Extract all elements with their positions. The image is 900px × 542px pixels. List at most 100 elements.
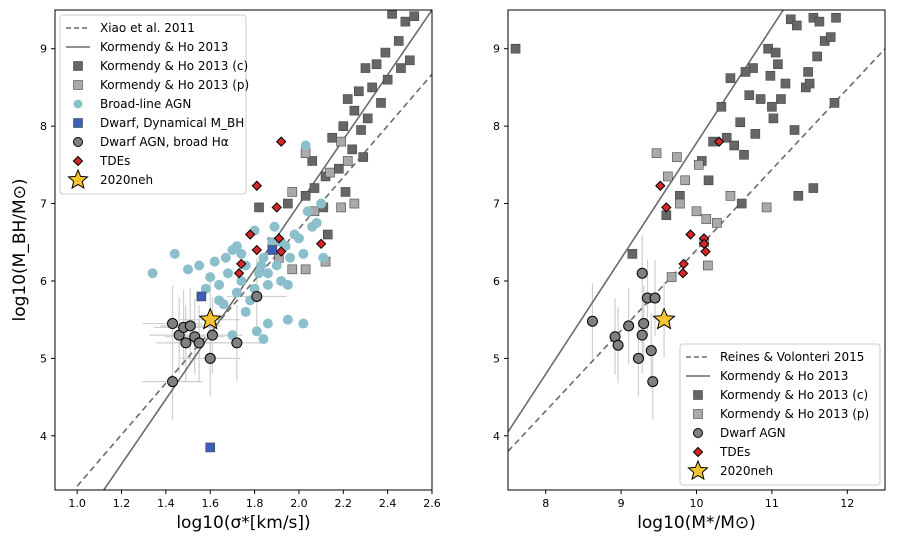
legend-label: Reines & Volonteri 2015	[720, 350, 864, 364]
point-kormendy-ho-2013-c	[342, 94, 353, 104]
point-broad-line-agn	[302, 206, 313, 217]
point-kormendy-ho-2013-c	[510, 43, 521, 54]
point-broad-line-agn	[267, 237, 278, 248]
legend-label: Kormendy & Ho 2013	[100, 40, 228, 54]
x-tick-label: 8	[542, 497, 549, 510]
legend-label: TDEs	[99, 154, 130, 168]
point-kormendy-ho-2013-c	[721, 132, 732, 143]
legend: Xiao et al. 2011 Kormendy & Ho 2013 Kormen…	[59, 14, 249, 195]
point-broad-line-agn	[256, 260, 267, 271]
legend-marker-dwarf-agn	[693, 428, 703, 438]
point-broad-line-agn	[293, 233, 304, 244]
point-broad-line-agn	[258, 334, 269, 345]
y-tick-label: 5	[40, 352, 47, 365]
point-dwarf-agn-broad-h	[204, 352, 216, 364]
x-tick-label: 9	[618, 497, 625, 510]
point-tdes	[251, 180, 263, 191]
point-kormendy-ho-2013-c	[776, 94, 786, 104]
point-broad-line-agn	[269, 221, 280, 232]
x-tick-label: 12	[840, 497, 854, 510]
point-broad-line-agn	[316, 198, 327, 209]
legend-marker-broad-line-agn	[73, 99, 83, 109]
relation-line-kormendy-ho-2013	[508, 10, 784, 433]
point-dwarf-agn-broad-h	[231, 337, 243, 349]
point-dwarf-agn-broad-h	[184, 320, 196, 332]
point-dwarf-agn-broad-h	[193, 337, 205, 349]
point-broad-line-agn	[298, 248, 309, 259]
legend-label: Xiao et al. 2011	[100, 21, 195, 35]
point-dwarf-agn	[645, 345, 657, 357]
point-broad-line-agn	[311, 217, 322, 228]
plot-area	[508, 10, 885, 452]
point-kormendy-ho-2013-c	[744, 90, 755, 100]
x-tick-label: 2.4	[379, 497, 397, 510]
point-kormendy-ho-2013-c	[770, 47, 781, 58]
point-broad-line-agn	[231, 241, 242, 252]
point-dwarf-agn	[623, 320, 635, 332]
point-kormendy-ho-2013-c	[785, 14, 796, 25]
x-tick-label: 1.0	[68, 497, 86, 510]
point-kormendy-ho-2013-c	[327, 132, 338, 143]
point-kormendy-ho-2013-p	[761, 202, 772, 213]
left-panel: 1.0 1.2 1.4 1.6 1.8 2.0 2.2 2.4 2.6 4 5 6 7 8 9 log10(σ…	[10, 9, 441, 533]
point-kormendy-ho-2013-c	[814, 16, 825, 27]
x-tick-label: 2.2	[335, 497, 353, 510]
point-kormendy-ho-2013-c	[354, 86, 364, 97]
legend-label: Kormendy & Ho 2013 (c)	[100, 59, 248, 73]
legend-marker-2020neh	[67, 168, 89, 190]
x-tick-label: 1.6	[201, 497, 219, 510]
point-tdes	[233, 268, 245, 279]
point-kormendy-ho-2013-p	[349, 198, 360, 209]
point-kormendy-ho-2013-c	[409, 11, 420, 21]
right-panel: 8 9 10 11 12 4 5 6 7 8 9 log10(M*/M⊙) Reines & Volon…	[493, 9, 886, 533]
point-kormendy-ho-2013-p	[325, 167, 335, 178]
point-kormendy-ho-2013-c	[387, 10, 397, 19]
point-kormendy-ho-2013-c	[736, 198, 747, 209]
point-kormendy-ho-2013-p	[287, 187, 298, 197]
point-kormendy-ho-2013-c	[789, 125, 800, 135]
x-tick-label: 1.4	[157, 497, 175, 510]
point-broad-line-agn	[282, 314, 293, 325]
legend-marker-kormendy-ho-2013-c	[73, 61, 83, 71]
point-kormendy-ho-2013-c	[338, 121, 349, 131]
legend-label: Dwarf AGN	[720, 426, 786, 440]
point-broad-line-agn	[209, 256, 220, 267]
point-broad-line-agn	[183, 264, 194, 275]
x-tick-label: 2.0	[290, 497, 308, 510]
point-broad-line-agn	[285, 252, 296, 263]
point-broad-line-agn	[220, 252, 231, 263]
point-kormendy-ho-2013-p	[651, 148, 662, 159]
point-broad-line-agn	[231, 287, 242, 298]
point-broad-line-agn	[147, 268, 158, 279]
point-dwarf-agn	[636, 267, 648, 279]
point-dwarf-agn-broad-h	[206, 329, 218, 341]
point-kormendy-ho-2013-c	[358, 152, 369, 162]
point-broad-line-agn	[194, 260, 205, 271]
point-kormendy-ho-2013-c	[349, 105, 360, 116]
point-kormendy-ho-2013-c	[829, 98, 840, 108]
point-kormendy-ho-2013-c	[804, 78, 815, 89]
legend-marker-kormendy-ho-2013-p	[73, 80, 83, 90]
point-dwarf-agn	[649, 292, 661, 304]
y-tick-label: 9	[40, 43, 47, 56]
legend-label: Broad-line AGN	[100, 97, 191, 111]
point-kormendy-ho-2013-c	[376, 98, 386, 108]
point-kormendy-ho-2013-c	[808, 183, 819, 193]
point-kormendy-ho-2013-c	[340, 187, 351, 197]
point-broad-line-agn	[240, 306, 251, 317]
point-kormendy-ho-2013-c	[360, 63, 371, 73]
point-tdes	[661, 202, 672, 213]
point-tdes	[677, 268, 689, 279]
point-kormendy-ho-2013-p	[703, 260, 713, 271]
x-tick-label: 2.6	[423, 497, 441, 510]
point-dwarf-dynamical-m-bh	[205, 442, 216, 453]
point-broad-line-agn	[236, 248, 247, 259]
point-kormendy-ho-2013-p	[680, 175, 690, 186]
point-kormendy-ho-2013-p	[712, 218, 722, 228]
legend-box	[59, 14, 247, 195]
y-tick-label: 5	[493, 352, 500, 365]
point-broad-line-agn	[214, 279, 225, 290]
point-tdes	[713, 136, 725, 147]
point-broad-line-agn	[169, 248, 180, 259]
